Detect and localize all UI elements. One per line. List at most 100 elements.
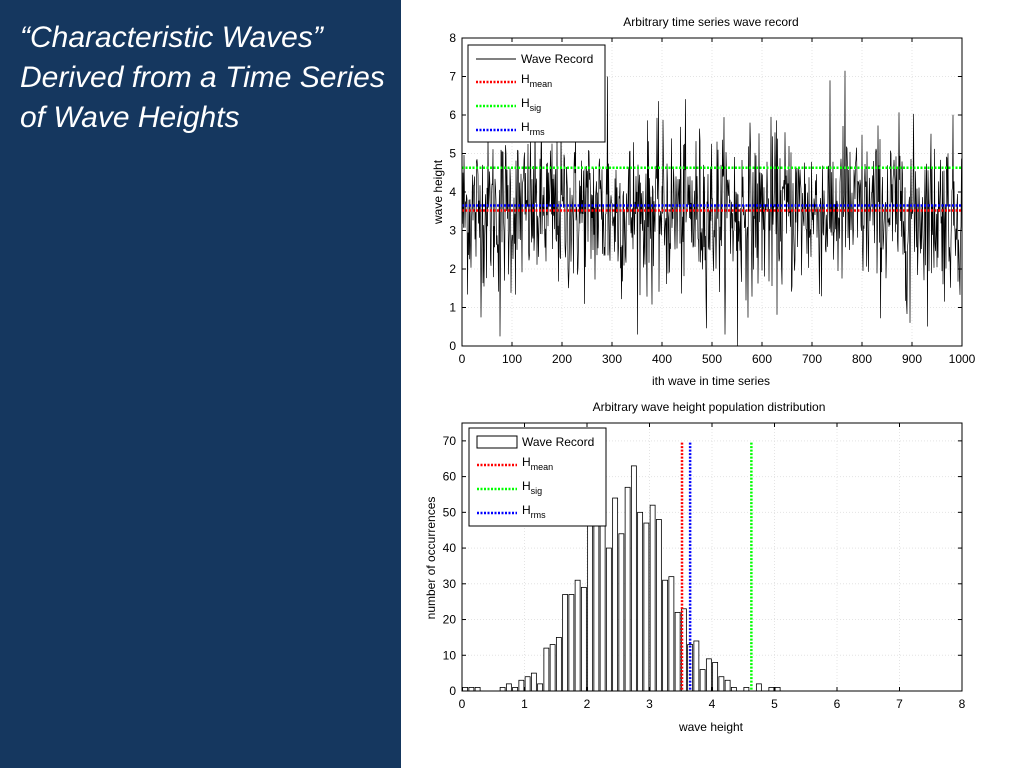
plot-frame	[461, 422, 963, 692]
legend: Wave Record Hmean Hsig Hrms	[468, 427, 607, 527]
x-tick-label: 7	[896, 697, 903, 711]
histogram-bar	[724, 679, 731, 692]
y-axis-label: number of occurrences	[424, 497, 438, 620]
y-tick-label: 1	[449, 301, 456, 315]
y-tick-label: 0	[449, 684, 456, 698]
charts-area: Arbitrary time series wave record ith wa…	[401, 0, 1024, 768]
x-tick-label: 500	[702, 352, 722, 366]
y-tick-label: 5	[449, 147, 456, 161]
y-tick-label: 30	[443, 577, 457, 591]
y-axis-label: wave height	[431, 159, 445, 225]
histogram-bar	[693, 640, 700, 692]
x-tick-label: 5	[771, 697, 778, 711]
y-tick-label: 50	[443, 505, 457, 519]
x-tick-label: 2	[584, 697, 591, 711]
y-tick-label: 20	[443, 613, 457, 627]
histogram-bar	[599, 497, 606, 692]
wave-record-line	[462, 70, 963, 347]
x-tick-label: 8	[959, 697, 966, 711]
legend-label: Hmean	[521, 72, 552, 89]
y-tick-label: 10	[443, 648, 457, 662]
x-tick-label: 600	[752, 352, 772, 366]
histogram-bar	[518, 679, 525, 692]
characteristic-lines	[680, 442, 753, 691]
histogram-bar	[730, 687, 737, 692]
y-tick-label: 70	[443, 434, 457, 448]
y-tick-label: 8	[449, 31, 456, 45]
histogram-bar	[755, 683, 762, 692]
histogram-bar	[499, 687, 506, 692]
histogram-bar	[768, 687, 775, 692]
slide-title: “Characteristic Waves” Derived from a Ti…	[20, 21, 385, 134]
legend-label: Hrms	[521, 120, 545, 137]
histogram-bar	[587, 515, 594, 692]
y-tick-label: 2	[449, 262, 456, 276]
x-tick-label: 6	[834, 697, 841, 711]
x-tick-label: 100	[502, 352, 522, 366]
x-tick-label: 400	[652, 352, 672, 366]
time-series-chart: Arbitrary time series wave record ith wa…	[431, 15, 976, 388]
legend-swatch-record	[476, 435, 518, 449]
x-tick-label: 1000	[949, 352, 976, 366]
histogram-bar	[624, 486, 631, 692]
distribution-chart: Arbitrary wave height population distrib…	[424, 400, 966, 734]
histogram-bar	[580, 586, 587, 692]
histogram-bar	[505, 683, 512, 692]
x-tick-label: 0	[459, 352, 466, 366]
histogram-bar	[655, 519, 662, 692]
wave-record-series	[462, 70, 963, 347]
x-tick-label: 700	[802, 352, 822, 366]
x-tick-label: 200	[552, 352, 572, 366]
legend-label: Hsig	[521, 96, 541, 113]
histogram-bar	[530, 672, 537, 692]
x-tick-label: 0	[459, 697, 466, 711]
histogram-bar	[605, 547, 612, 692]
histogram-bar	[468, 687, 475, 692]
histogram-bar	[568, 594, 575, 692]
histogram-bar	[643, 522, 650, 692]
plot-frame	[461, 37, 963, 347]
y-tick-label: 60	[443, 470, 457, 484]
histogram-bar	[555, 636, 562, 692]
x-tick-label: 900	[902, 352, 922, 366]
x-axis-label: wave height	[678, 720, 744, 734]
legend-label: Wave Record	[521, 52, 593, 66]
histogram-bar	[662, 579, 669, 692]
y-tick-label: 0	[449, 339, 456, 353]
histogram-bar	[524, 676, 531, 692]
histogram-bar	[618, 533, 625, 692]
histogram-bar	[474, 687, 481, 692]
histogram-bar	[699, 669, 706, 692]
y-tick-label: 7	[449, 70, 456, 84]
histogram-bar	[649, 504, 656, 692]
legend-label: Hsig	[522, 479, 542, 496]
histogram-bar	[512, 687, 519, 692]
axes: 0 1 2 3 4 5 6 7 8 0 10 20 30 40 50 60 70	[443, 422, 966, 711]
histogram-bar	[712, 662, 719, 692]
legend: Wave Record Hmean Hsig Hrms	[467, 44, 606, 143]
chart-title: Arbitrary time series wave record	[623, 15, 798, 29]
histogram-bar	[462, 687, 469, 692]
histogram-bar	[574, 579, 581, 692]
legend-label: Wave Record	[522, 435, 594, 449]
histogram-bar	[543, 647, 550, 692]
legend-label: Hmean	[522, 455, 553, 472]
axes: 0 100 200 300 400 500 600 700 800 900 1000 0 1 2 3 4 5 6 7…	[449, 31, 975, 366]
y-tick-label: 40	[443, 541, 457, 555]
legend-box	[467, 44, 606, 143]
histogram-bar	[612, 497, 619, 692]
histogram-bar	[630, 465, 637, 692]
x-tick-label: 1	[521, 697, 528, 711]
histogram-bar	[705, 658, 712, 692]
histogram-bar	[718, 676, 725, 692]
histogram-bar	[668, 576, 675, 692]
histogram-bar	[774, 687, 781, 692]
x-tick-label: 3	[646, 697, 653, 711]
y-tick-label: 6	[449, 108, 456, 122]
histogram-bar	[674, 611, 681, 692]
title-panel: “Characteristic Waves” Derived from a Ti…	[0, 0, 401, 768]
chart-title: Arbitrary wave height population distrib…	[593, 400, 826, 414]
x-tick-label: 800	[852, 352, 872, 366]
histogram-bar	[562, 594, 569, 692]
histogram-bar	[593, 497, 600, 692]
